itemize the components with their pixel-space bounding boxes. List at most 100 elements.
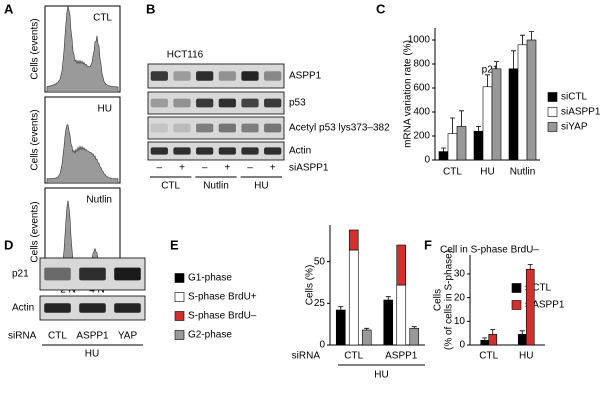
blot-band <box>196 123 214 133</box>
error-bar <box>476 126 481 132</box>
y-tick-label: 400 <box>413 107 430 118</box>
blot-band <box>150 98 168 108</box>
y-axis-label: Cells (%) <box>305 265 316 306</box>
blot-row-label: p53 <box>289 98 306 109</box>
y-axis-label: Cells <box>433 289 444 311</box>
blot-band <box>79 267 106 281</box>
blot-band <box>241 147 259 155</box>
legend-swatch <box>174 330 185 340</box>
x-axis-label: siRNA <box>292 351 321 362</box>
blot-band <box>218 123 236 133</box>
group-label: Nutlin <box>203 181 229 192</box>
y-tick-label: 600 <box>413 83 430 94</box>
legend-swatch <box>547 122 558 132</box>
panel-letter: E <box>170 237 179 252</box>
bar <box>491 68 502 161</box>
bar <box>517 334 527 346</box>
blot-band <box>218 98 236 108</box>
blot-band <box>173 147 191 155</box>
y-axis-label: (% of cells in S-phase) <box>444 250 455 350</box>
bar <box>456 126 467 161</box>
blot-band <box>44 267 71 281</box>
y-tick-label: 50 <box>314 256 326 267</box>
blot-band <box>241 123 259 133</box>
blot-band <box>264 147 282 155</box>
bar <box>525 268 535 346</box>
legend-label: siCTL <box>525 283 552 294</box>
blot-row-label: Actin <box>289 146 311 157</box>
legend-label: siASPP1 <box>525 300 565 311</box>
panel-letter: D <box>4 237 13 252</box>
group-label: HU <box>85 349 99 360</box>
y-tick-label: 0 <box>459 340 465 351</box>
legend-swatch <box>174 292 185 302</box>
error-bar <box>527 264 533 270</box>
legend-swatch <box>547 107 558 117</box>
bar <box>526 39 537 161</box>
lane-sign: – <box>247 163 253 174</box>
y-tick-label: 200 <box>413 131 430 142</box>
blot-band <box>218 71 236 81</box>
blot-strip <box>147 63 285 89</box>
legend-swatch <box>547 92 558 102</box>
x-tick-label: CTL <box>443 167 462 178</box>
bar <box>447 133 458 161</box>
legend-label: siYAP <box>561 122 588 133</box>
bar <box>438 151 449 161</box>
x-tick-label: Nutlin <box>510 167 536 178</box>
error-bar <box>482 337 488 341</box>
panel-letter: F <box>424 237 432 252</box>
blot-strip <box>147 116 285 140</box>
bar-segment <box>348 229 359 251</box>
group-label: CTL <box>161 181 180 192</box>
bar <box>482 86 493 161</box>
group-label: HU <box>374 370 388 381</box>
lane-label: YAP <box>118 331 138 342</box>
lane-label: ASPP1 <box>76 331 109 342</box>
group-label: HU <box>254 181 268 192</box>
blot-band <box>150 123 168 133</box>
blot-band <box>241 71 259 81</box>
error-bar <box>338 306 344 310</box>
legend-swatch <box>174 273 185 283</box>
y-tick-label: 10 <box>454 316 466 327</box>
y-axis-label: mRNA variation rate (%) <box>403 40 414 148</box>
bar-segment <box>409 328 420 346</box>
y-tick-label: 25 <box>314 298 326 309</box>
lane-label: CTL <box>48 331 67 342</box>
error-bar <box>441 147 446 152</box>
legend-swatch <box>511 283 522 293</box>
legend-label: S-phase BrdU+ <box>188 292 257 303</box>
histogram <box>46 124 119 184</box>
error-bar <box>490 329 496 335</box>
histogram <box>46 5 119 93</box>
blot-band <box>150 147 168 155</box>
error-bar <box>364 327 370 330</box>
x-tick-label: HU <box>480 167 494 178</box>
bar <box>480 339 490 346</box>
blot-band <box>150 71 168 81</box>
lane-sign: + <box>179 163 185 174</box>
panel-letter: C <box>376 1 386 16</box>
blot-row-label: p21 <box>12 269 29 280</box>
error-bar <box>494 61 499 69</box>
blot-band <box>196 147 214 155</box>
bar-segment <box>396 284 407 346</box>
condition-label: CTL <box>93 13 112 24</box>
error-bar <box>519 330 525 335</box>
legend-label: G2-phase <box>188 330 232 341</box>
annotation: p21 <box>482 65 499 76</box>
y-tick-label: 0 <box>424 155 430 166</box>
blot-band <box>196 98 214 108</box>
bar <box>488 334 498 346</box>
lane-sign: – <box>157 163 163 174</box>
y-tick-label: 800 <box>413 59 430 70</box>
blot-band <box>264 123 282 133</box>
x-tick-label: HU <box>519 351 533 362</box>
blot-row-label: Acetyl p53 lys373–382 <box>289 123 390 134</box>
bar <box>508 68 519 161</box>
panel-letter: B <box>146 1 155 16</box>
panel-letter: A <box>4 1 14 16</box>
blot-band <box>114 303 141 313</box>
x-tick-label: CTL <box>479 351 498 362</box>
